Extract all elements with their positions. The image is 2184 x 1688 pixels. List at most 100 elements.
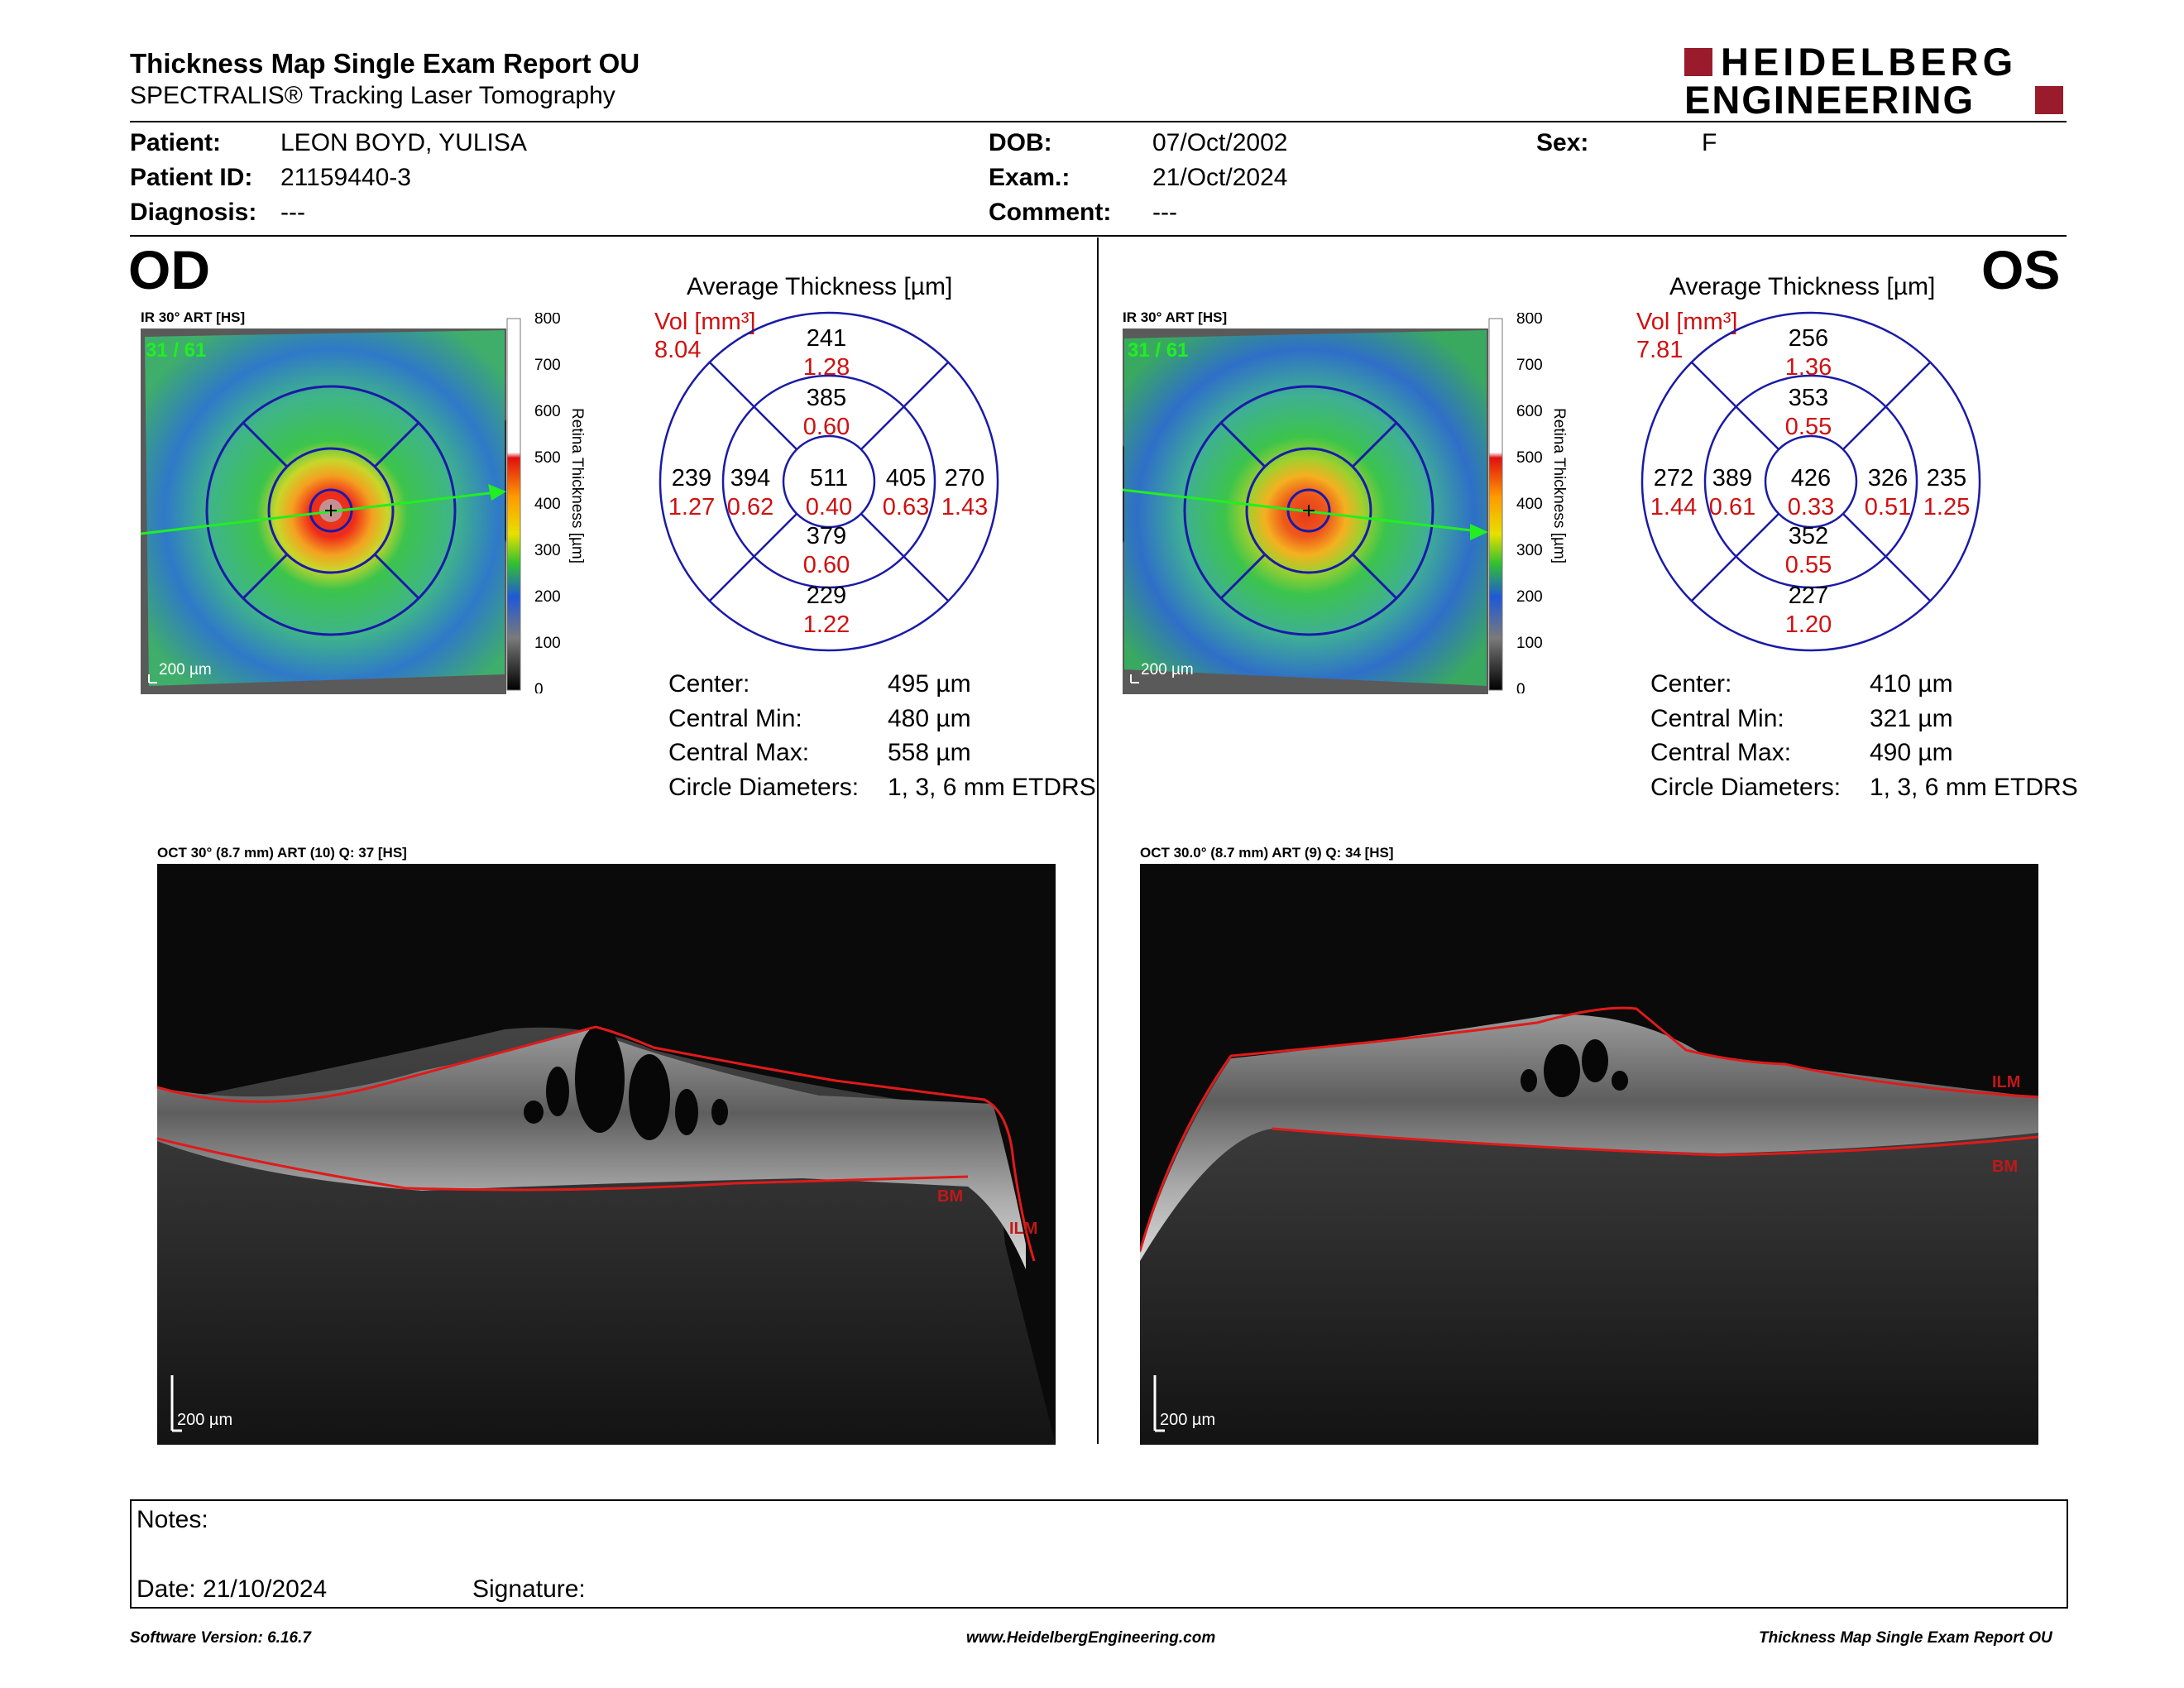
svg-text:600: 600 <box>1516 403 1543 420</box>
logo-square-bottom <box>2035 86 2063 114</box>
od-inf-inner-thickness: 379 <box>807 523 846 549</box>
website-link[interactable]: www.HeidelbergEngineering.com <box>966 1629 1216 1647</box>
heidelberg-logo: HEIDELBERG ENGINEERING <box>1684 40 2065 122</box>
signature-label: Signature: <box>472 1575 586 1603</box>
os-oct-scale: 200 µm <box>1160 1411 1215 1429</box>
os-oct-caption: OCT 30.0° (8.7 mm) ART (9) Q: 34 [HS] <box>1140 845 1394 861</box>
od-center-value: 495 µm <box>888 670 971 698</box>
od-left-outer-volume: 1.27 <box>668 494 715 520</box>
svg-text:0: 0 <box>1516 681 1525 693</box>
od-sup-inner-volume: 0.60 <box>803 414 850 440</box>
od-diam-label: Circle Diameters: <box>668 774 860 801</box>
od-thickness-map: 31 / 61 200 µm <box>141 328 506 694</box>
od-sup-outer-volume: 1.28 <box>803 354 850 381</box>
os-avg-title: Average Thickness [µm] <box>1669 273 1936 300</box>
os-sup-outer-volume: 1.36 <box>1785 354 1832 381</box>
os-diam-label: Circle Diameters: <box>1650 774 1842 801</box>
os-scan-arrow <box>1470 524 1488 540</box>
od-scan-line <box>141 491 497 535</box>
svg-text:200: 200 <box>534 588 561 606</box>
os-oct-bscan: ILM BM 200 µm <box>1140 864 2038 1445</box>
svg-text:300: 300 <box>1516 542 1543 559</box>
od-vol-value: 8.04 <box>654 337 702 363</box>
os-right-outer-thickness: 235 <box>1927 465 1966 492</box>
od-center-volume: 0.40 <box>806 494 852 520</box>
info-divider <box>130 235 2067 237</box>
od-inf-inner-volume: 0.60 <box>803 552 850 578</box>
dob-value: 07/Oct/2002 <box>1152 129 1288 156</box>
os-diam-value: 1, 3, 6 mm ETDRS <box>1870 774 2078 801</box>
svg-text:100: 100 <box>534 635 561 652</box>
os-cysts <box>1521 1039 1628 1097</box>
od-right-outer-thickness: 270 <box>945 465 984 492</box>
os-bm-line <box>1272 1127 2038 1157</box>
os-center-thickness: 426 <box>1791 465 1831 492</box>
os-bm-label: BM <box>1992 1158 2018 1176</box>
od-left-outer-thickness: 239 <box>672 465 711 492</box>
os-frame-label: 31 / 61 <box>1128 339 1188 362</box>
od-avg-title: Average Thickness [µm] <box>687 273 953 300</box>
svg-text:400: 400 <box>534 496 561 513</box>
od-colorbar: 800 700 600 500 400 300 200 100 0 Retina… <box>506 313 586 693</box>
od-ilm-label: ILM <box>1009 1220 1037 1238</box>
od-vol-label: Vol [mm³] <box>654 309 756 335</box>
od-outer-ring <box>205 385 457 636</box>
os-ilm-label: ILM <box>1992 1073 2020 1091</box>
os-left-inner-thickness: 389 <box>1712 465 1752 492</box>
svg-text:400: 400 <box>1516 496 1543 513</box>
svg-text:700: 700 <box>1516 357 1543 374</box>
os-sup-inner-thickness: 353 <box>1789 385 1828 411</box>
report-subtitle: SPECTRALIS® Tracking Laser Tomography <box>130 82 615 109</box>
od-max-label: Central Max: <box>668 739 810 766</box>
os-right-inner-volume: 0.51 <box>1865 494 1911 520</box>
od-scan-arrow <box>488 484 506 501</box>
os-inf-outer-thickness: 227 <box>1789 583 1828 609</box>
os-center-label: Center: <box>1650 670 1732 698</box>
svg-text:500: 500 <box>1516 449 1543 467</box>
comment-label: Comment: <box>989 199 1112 226</box>
od-colorbar-label: Retina Thickness [µm] <box>568 408 586 563</box>
os-colorbar-label: Retina Thickness [µm] <box>1550 408 1568 563</box>
od-right-outer-volume: 1.43 <box>941 494 988 520</box>
os-etdrs-grid: 426 0.33 256 1.36 353 0.55 352 0.55 227 … <box>1640 311 1981 652</box>
logo-text-top: HEIDELBERG <box>1721 40 2018 84</box>
od-center-label: Center: <box>668 670 750 698</box>
svg-text:700: 700 <box>534 357 561 374</box>
software-version: Software Version: 6.16.7 <box>130 1629 311 1647</box>
logo-square-top <box>1684 48 1712 76</box>
od-bm-line <box>157 1137 969 1192</box>
sex-value: F <box>1702 129 1717 156</box>
dob-label: DOB: <box>989 129 1052 156</box>
svg-text:800: 800 <box>534 313 561 328</box>
od-left-inner-thickness: 394 <box>730 465 770 492</box>
os-inf-inner-volume: 0.55 <box>1785 552 1832 578</box>
os-left-inner-volume: 0.61 <box>1709 494 1755 520</box>
od-center-thickness: 511 <box>810 465 848 492</box>
od-max-value: 558 µm <box>888 739 971 766</box>
od-diam-value: 1, 3, 6 mm ETDRS <box>888 774 1096 801</box>
exam-label: Exam.: <box>989 164 1070 191</box>
os-ir-caption: IR 30° ART [HS] <box>1123 309 1228 325</box>
od-inf-outer-volume: 1.22 <box>803 611 850 638</box>
os-left-outer-thickness: 272 <box>1654 465 1693 492</box>
od-right-inner-volume: 0.63 <box>883 494 929 520</box>
svg-text:800: 800 <box>1516 313 1543 328</box>
od-inf-outer-thickness: 229 <box>807 583 846 609</box>
footer-report-name: Thickness Map Single Exam Report OU <box>1759 1629 2052 1647</box>
od-frame-label: 31 / 61 <box>146 339 206 362</box>
notes-box[interactable]: Notes: Date: 21/10/2024 Signature: <box>130 1499 2068 1609</box>
report-title: Thickness Map Single Exam Report OU <box>130 48 640 79</box>
od-inner-ring <box>309 488 353 533</box>
os-inf-inner-thickness: 352 <box>1789 523 1828 549</box>
svg-text:0: 0 <box>534 681 544 693</box>
od-bm-label: BM <box>937 1187 963 1206</box>
os-eye-label: OS <box>1981 239 2061 300</box>
patient-id-label: Patient ID: <box>130 164 253 191</box>
svg-text:500: 500 <box>534 449 561 467</box>
od-cysts <box>524 1025 728 1140</box>
od-oct-bscan: BM ILM 200 µm <box>157 864 1056 1445</box>
os-scan-line <box>1123 488 1479 533</box>
logo-text-bottom: ENGINEERING <box>1684 78 1976 122</box>
od-retina-band <box>157 1029 1026 1269</box>
os-vol-value: 7.81 <box>1636 337 1684 363</box>
